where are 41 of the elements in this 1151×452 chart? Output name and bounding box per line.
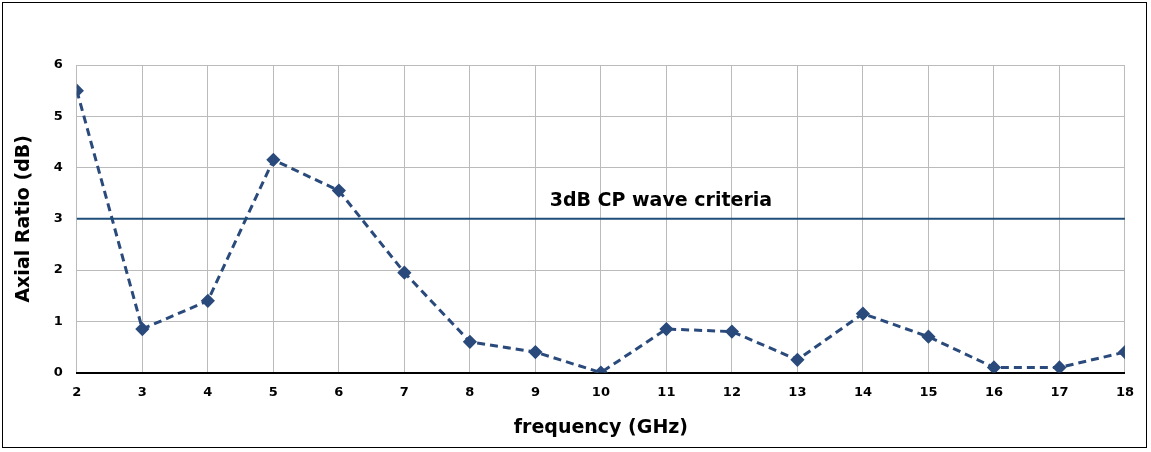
point	[528, 345, 542, 359]
x-tick-label: 9	[530, 383, 540, 399]
point	[921, 330, 935, 344]
x-tick-label: 4	[203, 383, 213, 399]
y-tick-label: 3	[53, 210, 63, 226]
x-tick-label: 7	[399, 383, 409, 399]
x-tick-label: 10	[591, 383, 610, 399]
point	[659, 322, 673, 336]
point	[856, 307, 870, 321]
y-tick-label: 5	[53, 107, 63, 123]
point	[463, 335, 477, 349]
x-tick-label: 11	[657, 383, 676, 399]
ref-line-label: 3dB CP wave criteria	[549, 188, 773, 211]
x-tick-label: 17	[1050, 383, 1069, 399]
point	[790, 353, 804, 367]
point	[725, 325, 739, 339]
point	[201, 294, 215, 308]
y-tick-label: 1	[53, 312, 63, 328]
point	[987, 360, 1001, 373]
y-axis-title: Axial Ratio (dB)	[11, 135, 34, 303]
x-tick-label: 14	[853, 383, 872, 399]
point	[266, 153, 280, 167]
x-tick-label: 15	[919, 383, 938, 399]
x-tick-label: 8	[465, 383, 475, 399]
x-tick-label: 2	[72, 383, 82, 399]
y-tick-label: 6	[53, 56, 63, 72]
x-axis-title: frequency (GHz)	[513, 414, 689, 437]
point	[397, 266, 411, 280]
point	[135, 322, 149, 336]
x-tick-label: 12	[722, 383, 741, 399]
x-tick-label: 5	[268, 383, 278, 399]
point	[332, 184, 346, 198]
y-tick-label: 4	[53, 158, 63, 174]
x-tick-label: 6	[334, 383, 344, 399]
y-tick-label: 2	[53, 261, 63, 277]
point	[1052, 360, 1066, 373]
y-tick-label: 0	[53, 363, 63, 379]
x-tick-label: 16	[984, 383, 1003, 399]
x-tick-label: 13	[788, 383, 807, 399]
x-tick-label: 3	[137, 383, 147, 399]
x-tick-label: 18	[1115, 383, 1134, 399]
